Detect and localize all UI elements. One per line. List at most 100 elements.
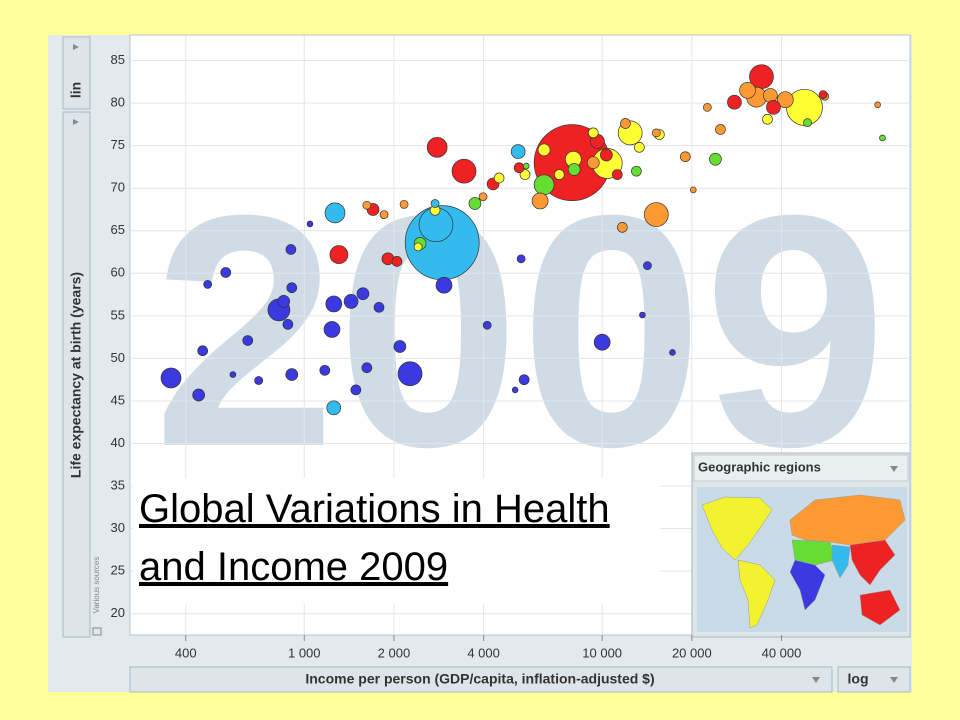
bubble[interactable]: [593, 333, 611, 351]
bubble[interactable]: [451, 158, 477, 184]
map-north-america[interactable]: [701, 496, 773, 561]
map-south-america[interactable]: [737, 559, 776, 629]
bubble[interactable]: [361, 362, 373, 374]
y-tick-label: 40: [111, 435, 125, 450]
bubble[interactable]: [727, 94, 742, 110]
bubble[interactable]: [242, 335, 254, 346]
bubble[interactable]: [513, 162, 525, 174]
bubble[interactable]: [478, 192, 488, 202]
bubble[interactable]: [325, 295, 343, 313]
bubble[interactable]: [319, 364, 331, 376]
bubble[interactable]: [518, 374, 530, 386]
bubble[interactable]: [818, 90, 828, 99]
bubble[interactable]: [362, 200, 372, 210]
bubble[interactable]: [379, 210, 389, 219]
bubble[interactable]: [690, 186, 697, 194]
bubble[interactable]: [669, 349, 676, 356]
bubble[interactable]: [482, 320, 492, 330]
bubble[interactable]: [324, 202, 346, 224]
bubble[interactable]: [766, 100, 781, 115]
bubble[interactable]: [343, 294, 359, 309]
bubble[interactable]: [600, 148, 613, 162]
bubble[interactable]: [651, 128, 661, 138]
bubble[interactable]: [639, 311, 646, 319]
x-axis-selector[interactable]: [129, 666, 833, 693]
bubble[interactable]: [879, 134, 886, 142]
bubble[interactable]: [715, 124, 726, 135]
bubble[interactable]: [397, 361, 423, 387]
bubble[interactable]: [254, 376, 264, 385]
region-selector[interactable]: [693, 454, 909, 482]
bubble[interactable]: [399, 199, 409, 209]
bubble[interactable]: [522, 162, 530, 170]
bubble[interactable]: [286, 282, 298, 294]
bubble[interactable]: [160, 367, 182, 389]
bubble[interactable]: [643, 261, 652, 271]
bubble[interactable]: [326, 400, 342, 416]
bubble[interactable]: [567, 163, 581, 176]
bubble[interactable]: [430, 199, 440, 208]
bubble[interactable]: [531, 192, 549, 210]
bubble[interactable]: [468, 197, 482, 210]
bubble[interactable]: [620, 118, 631, 129]
bubble[interactable]: [356, 287, 370, 301]
map-south-asia[interactable]: [831, 544, 851, 579]
bubble[interactable]: [350, 384, 362, 396]
bubble[interactable]: [587, 127, 599, 139]
lin-toggle[interactable]: [62, 36, 91, 110]
y-axis-selector[interactable]: [62, 111, 91, 638]
bubble[interactable]: [803, 118, 812, 128]
bubble[interactable]: [533, 174, 555, 196]
bubble[interactable]: [192, 388, 205, 402]
map-africa[interactable]: [789, 559, 826, 611]
bubble[interactable]: [874, 101, 881, 109]
bubble[interactable]: [679, 151, 691, 163]
bubble[interactable]: [553, 169, 565, 180]
bubble[interactable]: [643, 202, 669, 227]
bubble[interactable]: [282, 319, 294, 330]
bubble[interactable]: [393, 340, 407, 353]
bubble[interactable]: [537, 143, 551, 157]
x-tick-label: 20 000: [672, 645, 712, 660]
bubble[interactable]: [634, 142, 645, 153]
bubble[interactable]: [516, 254, 526, 264]
bubble[interactable]: [493, 172, 505, 184]
bubble[interactable]: [426, 137, 448, 158]
scale-toggle[interactable]: [837, 666, 911, 693]
bubble[interactable]: [762, 113, 773, 125]
sources-link[interactable]: Various sources: [92, 557, 101, 614]
bubble[interactable]: [203, 279, 213, 289]
bubble[interactable]: [617, 222, 628, 233]
bubble[interactable]: [306, 220, 314, 228]
bubble[interactable]: [611, 169, 623, 180]
bubble[interactable]: [586, 156, 600, 169]
bubble[interactable]: [323, 321, 341, 338]
map-east-asia-pacific[interactable]: [849, 539, 901, 626]
bubble[interactable]: [702, 102, 712, 112]
y-tick-label: 75: [111, 137, 125, 152]
bubble[interactable]: [413, 242, 423, 252]
bubble[interactable]: [709, 152, 722, 166]
bubble[interactable]: [285, 368, 299, 381]
bubbles: [160, 64, 886, 416]
bubble[interactable]: [229, 371, 237, 378]
bubble[interactable]: [197, 345, 209, 357]
bubble[interactable]: [285, 244, 297, 255]
bubble[interactable]: [510, 144, 526, 159]
bubble[interactable]: [739, 81, 756, 99]
bubble[interactable]: [511, 386, 519, 394]
bubble[interactable]: [220, 267, 232, 278]
bubble[interactable]: [329, 245, 349, 264]
bubble[interactable]: [776, 91, 794, 109]
table-icon[interactable]: [92, 627, 102, 636]
bubble[interactable]: [391, 256, 403, 267]
title-link[interactable]: Global Variations in Health and Income 2…: [133, 478, 660, 604]
map-middle-east[interactable]: [791, 539, 836, 566]
bubble[interactable]: [631, 165, 642, 177]
bubble[interactable]: [373, 302, 385, 313]
bubble[interactable]: [277, 295, 291, 308]
bubble[interactable]: [519, 169, 531, 180]
bubble[interactable]: [435, 276, 453, 294]
